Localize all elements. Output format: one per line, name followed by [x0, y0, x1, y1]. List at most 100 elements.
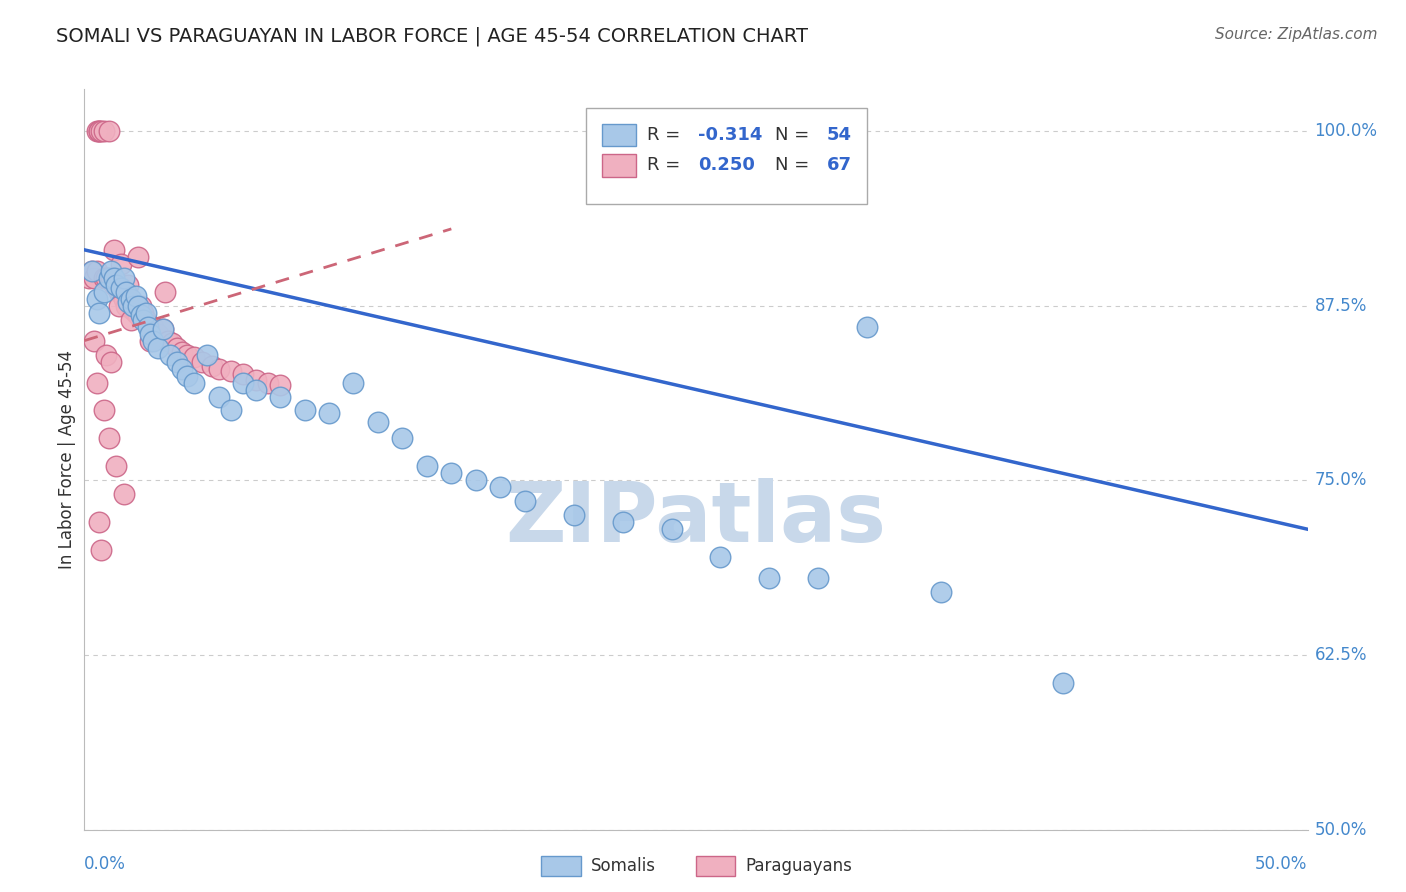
Point — [257, 376, 280, 390]
Point — [86, 124, 108, 138]
Text: Somalis: Somalis — [591, 857, 655, 875]
Point — [90, 124, 112, 138]
Point — [103, 243, 125, 257]
Point — [172, 361, 194, 376]
Point — [97, 270, 120, 285]
Point — [103, 270, 125, 285]
Text: 87.5%: 87.5% — [1315, 297, 1367, 315]
Point — [125, 306, 148, 320]
Point — [166, 341, 188, 355]
Point — [856, 319, 879, 334]
Point — [127, 309, 149, 323]
Point — [208, 390, 231, 404]
Point — [661, 522, 683, 536]
Point — [232, 367, 254, 381]
Point — [83, 270, 105, 285]
Point — [80, 264, 103, 278]
Text: R =: R = — [647, 126, 686, 145]
Point — [125, 289, 148, 303]
Text: 54: 54 — [827, 126, 852, 145]
Point — [83, 334, 105, 348]
Point — [162, 336, 184, 351]
Point — [159, 348, 181, 362]
Text: SOMALI VS PARAGUAYAN IN LABOR FORCE | AGE 45-54 CORRELATION CHART: SOMALI VS PARAGUAYAN IN LABOR FORCE | AG… — [56, 27, 808, 46]
Text: ZIPatlas: ZIPatlas — [506, 478, 886, 559]
Point — [219, 364, 242, 378]
Point — [127, 250, 149, 264]
Point — [152, 322, 174, 336]
Point — [107, 299, 129, 313]
Point — [342, 376, 364, 390]
Point — [100, 354, 122, 368]
Point — [489, 480, 512, 494]
Point — [318, 406, 340, 420]
Point — [142, 319, 165, 334]
Point — [166, 354, 188, 368]
Point — [96, 270, 118, 285]
Point — [120, 292, 142, 306]
Point — [103, 270, 125, 285]
Point — [97, 432, 120, 446]
Point — [176, 368, 198, 383]
Point — [183, 351, 205, 365]
Point — [612, 515, 634, 529]
Point — [367, 415, 389, 429]
Point — [105, 459, 128, 474]
Point — [93, 403, 115, 417]
Point — [709, 550, 731, 565]
Point — [146, 326, 169, 341]
Point — [122, 302, 145, 317]
Point — [120, 312, 142, 326]
Point — [110, 257, 132, 271]
Point — [100, 270, 122, 285]
Point — [112, 292, 135, 306]
Text: Paraguayans: Paraguayans — [745, 857, 852, 875]
Point — [183, 376, 205, 390]
Point — [132, 312, 155, 326]
Point — [93, 270, 115, 285]
Point — [110, 285, 132, 299]
Point — [135, 306, 157, 320]
Text: N =: N = — [776, 156, 815, 175]
Text: 75.0%: 75.0% — [1315, 471, 1367, 490]
Point — [132, 306, 155, 320]
Point — [191, 354, 214, 368]
Point — [86, 376, 108, 390]
Point — [245, 373, 267, 387]
Point — [80, 264, 103, 278]
Point — [136, 319, 159, 334]
Point — [117, 292, 139, 306]
Point — [562, 508, 585, 523]
Point — [115, 285, 138, 299]
FancyBboxPatch shape — [602, 124, 636, 146]
Point — [136, 317, 159, 331]
Point — [115, 299, 138, 313]
Point — [103, 277, 125, 292]
Point — [195, 348, 218, 362]
Point — [96, 348, 118, 362]
Point — [117, 294, 139, 309]
Point — [464, 473, 486, 487]
Point — [97, 124, 120, 138]
Point — [93, 124, 115, 138]
Point — [105, 277, 128, 292]
Point — [112, 270, 135, 285]
Point — [110, 280, 132, 294]
Point — [245, 383, 267, 397]
Point — [120, 299, 142, 313]
Point — [416, 459, 439, 474]
Point — [112, 487, 135, 501]
Point — [86, 292, 108, 306]
Point — [135, 312, 157, 326]
Point — [172, 344, 194, 359]
Text: 0.250: 0.250 — [699, 156, 755, 175]
Point — [87, 515, 110, 529]
Point — [107, 285, 129, 299]
Point — [142, 334, 165, 348]
Point — [139, 334, 162, 348]
Point — [139, 326, 162, 341]
Point — [513, 494, 536, 508]
Point — [232, 376, 254, 390]
Point — [758, 571, 780, 585]
Text: 67: 67 — [827, 156, 852, 175]
